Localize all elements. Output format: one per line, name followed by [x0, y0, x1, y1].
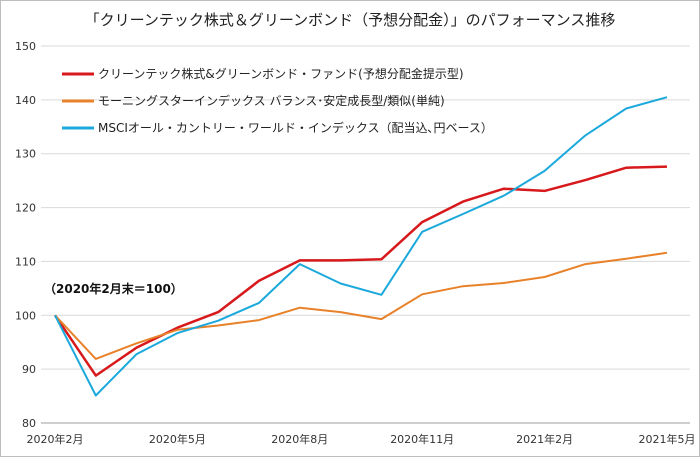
y-tick-label: 100	[15, 309, 36, 322]
y-tick-label: 80	[22, 417, 36, 430]
x-tick-label: 2020年5月	[149, 432, 206, 446]
x-tick-label: 2020年8月	[271, 432, 328, 446]
y-tick-label: 130	[15, 148, 36, 161]
y-tick-label: 150	[15, 40, 36, 53]
y-tick-label: 120	[15, 202, 36, 215]
legend: クリーンテック株式&グリーンボンド・ファンド(予想分配金提示型) モーニングスター…	[62, 66, 493, 135]
x-tick-label: 2020年2月	[27, 432, 84, 446]
y-tick-label: 110	[15, 255, 36, 268]
x-axis-ticks: 2020年2月 2020年5月 2020年8月 2020年11月 2021年2月 2021…	[27, 432, 696, 446]
series-line-3	[54, 96, 668, 397]
y-axis-ticks: 80 90 100 110 120 130 140 150	[15, 40, 36, 430]
series-line-2	[54, 251, 668, 360]
series-line-1	[53, 165, 668, 377]
legend-label: モーニングスターインデックス バランス･安定成長型/類似(単純)	[98, 93, 445, 108]
x-tick-label: 2021年5月	[639, 432, 696, 446]
x-tick-label: 2021年2月	[516, 432, 573, 446]
y-tick-label: 90	[22, 363, 36, 376]
x-tick-label: 2020年11月	[390, 432, 454, 446]
gridlines	[41, 45, 690, 424]
chart-title: 「クリーンテック株式＆グリーンボンド（予想分配金）」のパフォーマンス推移	[85, 11, 616, 29]
legend-label: MSCIオール・カントリー・ワールド・インデックス（配当込､円ベース）	[98, 120, 493, 135]
base-note: （2020年2月末＝100）	[44, 281, 183, 296]
y-tick-label: 140	[15, 94, 36, 107]
legend-label: クリーンテック株式&グリーンボンド・ファンド(予想分配金提示型)	[98, 66, 464, 81]
series-lines	[53, 96, 668, 397]
